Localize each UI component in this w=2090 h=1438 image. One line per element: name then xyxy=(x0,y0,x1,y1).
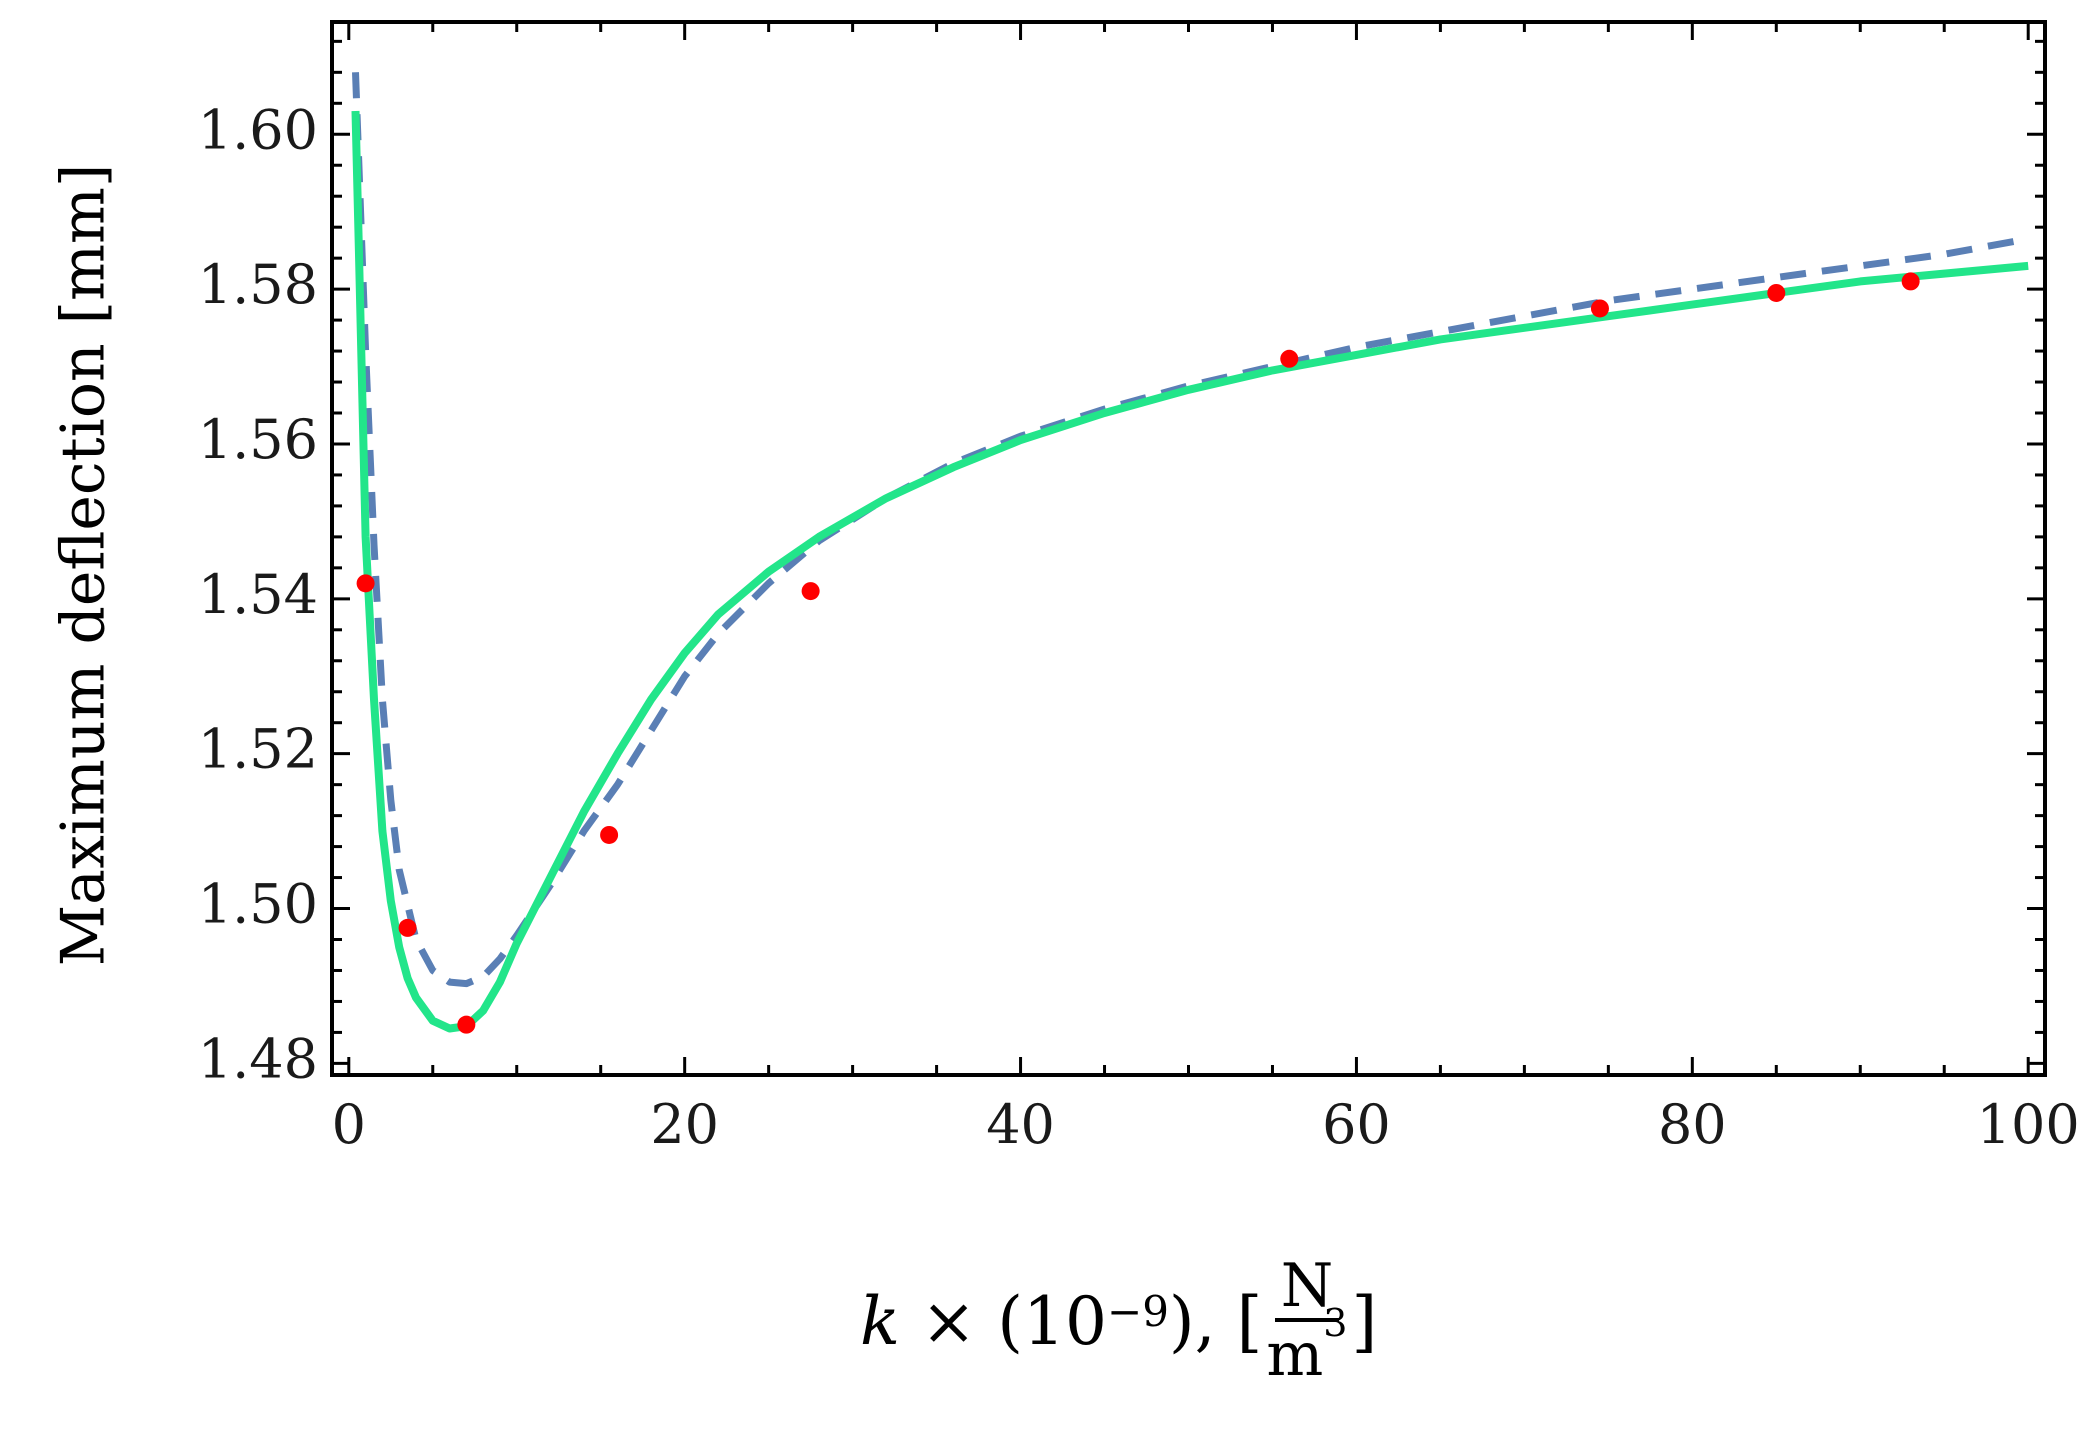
y-tick-label: 1.48 xyxy=(198,1027,318,1090)
x-tick-label: 20 xyxy=(650,1093,719,1156)
x-axis-exponent: −9 xyxy=(1107,1286,1169,1336)
y-tick-label: 1.50 xyxy=(198,873,318,936)
data-point xyxy=(600,825,619,844)
series-line-dashed xyxy=(352,72,2029,988)
x-tick-label: 0 xyxy=(332,1093,366,1156)
data-point xyxy=(801,582,820,601)
data-point xyxy=(1901,272,1920,291)
x-axis-unit: N m3 xyxy=(1266,1255,1347,1387)
data-point xyxy=(1767,283,1786,302)
data-point xyxy=(1280,349,1299,368)
y-tick-label: 1.54 xyxy=(198,563,318,626)
x-tick-label: 80 xyxy=(1658,1093,1727,1156)
y-tick-label: 1.58 xyxy=(198,253,318,316)
x-axis-unit-denominator: m3 xyxy=(1266,1303,1347,1390)
y-tick-label: 1.60 xyxy=(198,98,318,161)
data-point xyxy=(457,1015,476,1034)
x-axis-unit-exponent: 3 xyxy=(1323,1301,1348,1345)
x-axis-multiplier: × (10 xyxy=(900,1282,1107,1360)
x-axis-unit-numerator: N xyxy=(1274,1255,1340,1322)
x-axis-suffix: ), [ xyxy=(1168,1282,1263,1360)
x-axis-close: ] xyxy=(1351,1282,1378,1360)
x-axis-variable: k xyxy=(860,1282,900,1360)
x-axis-title: k × (10 −9 ), [ N m3 ] xyxy=(860,1255,1377,1387)
x-axis-unit-base: m xyxy=(1266,1320,1324,1390)
y-tick-label: 1.56 xyxy=(198,408,318,471)
data-point xyxy=(1590,299,1609,318)
plot-frame xyxy=(330,20,2047,1077)
y-axis-title: Maximum deflection [mm] xyxy=(49,164,119,967)
series-line-solid xyxy=(351,110,2029,1033)
x-tick-label: 100 xyxy=(1977,1093,2080,1156)
x-tick-label: 60 xyxy=(1322,1093,1391,1156)
data-point xyxy=(356,574,375,593)
x-tick-label: 40 xyxy=(986,1093,1055,1156)
y-tick-label: 1.52 xyxy=(198,718,318,781)
data-point xyxy=(398,918,417,937)
